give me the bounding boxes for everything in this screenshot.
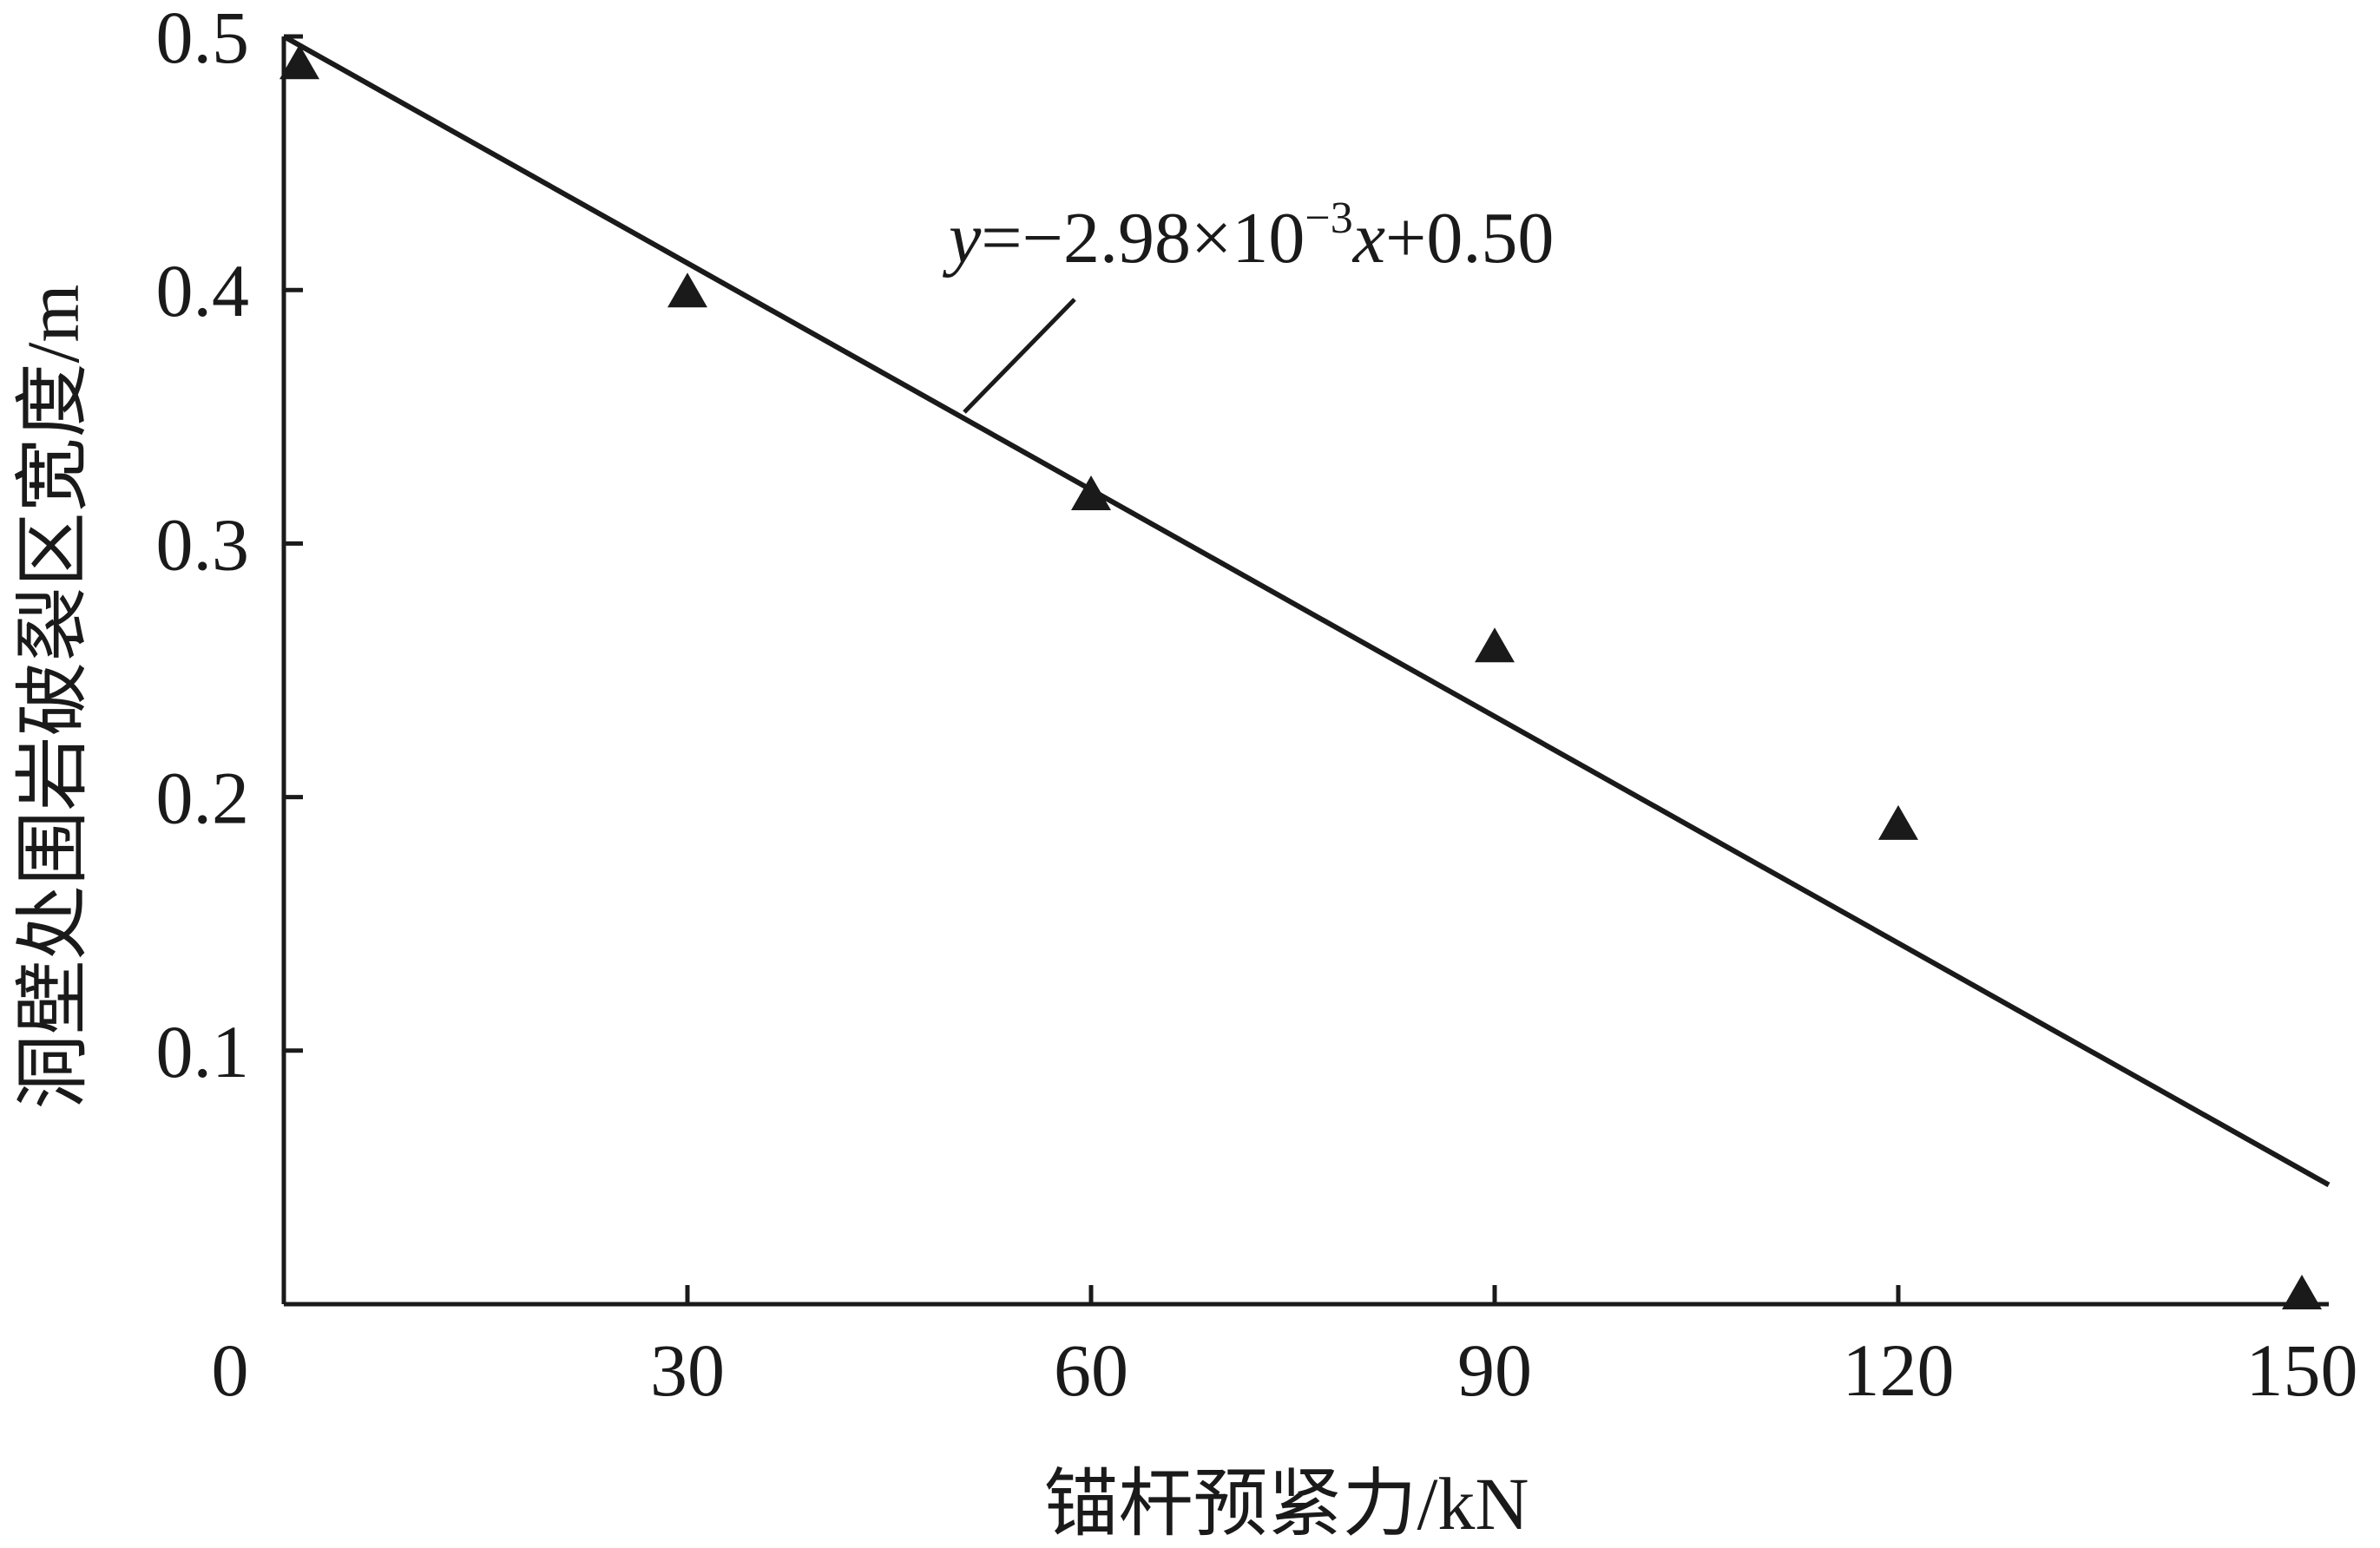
x-tick-label: 0 <box>212 1328 249 1412</box>
axes: 0 30 60 90 120 150 0.1 0.2 0.3 0.4 0.5 <box>156 0 2358 1412</box>
equation-var-x: x <box>1351 198 1385 279</box>
x-tick-label: 90 <box>1457 1328 1532 1412</box>
equation-text: y=−2.98×10−3x+0.50 <box>942 194 1554 279</box>
data-point-marker <box>2282 1275 2322 1309</box>
equation-var-y: y <box>942 198 982 279</box>
data-points <box>279 44 2322 1309</box>
equation-body: =−2.98×10 <box>981 198 1305 279</box>
x-tick-label: 150 <box>2246 1328 2358 1412</box>
data-point-marker <box>1475 627 1515 663</box>
y-tick-label: 0.1 <box>156 1010 250 1093</box>
x-axis-label: 锚杆预紧力/kN <box>1044 1462 1529 1544</box>
x-tick-label: 30 <box>650 1328 725 1412</box>
equation-leader-line <box>963 298 1076 414</box>
data-point-marker <box>667 272 707 308</box>
data-point-marker <box>279 44 319 80</box>
x-tick-label: 120 <box>1843 1328 1955 1412</box>
equation-tail: +0.50 <box>1385 198 1554 279</box>
equation-exponent: −3 <box>1305 194 1352 243</box>
data-point-marker <box>1878 804 1918 840</box>
y-tick-label: 0.5 <box>156 0 250 79</box>
data-point-marker <box>1071 475 1111 510</box>
y-tick-label: 0.4 <box>156 249 250 332</box>
y-axis-label: 洞壁处围岩破裂区宽度/m <box>11 285 95 1110</box>
equation-annotation: y=−2.98×10−3x+0.50 <box>942 194 1554 414</box>
y-tick-label: 0.2 <box>156 757 250 840</box>
y-tick-label: 0.3 <box>156 502 250 586</box>
fit-line <box>282 34 2331 1188</box>
x-tick-label: 60 <box>1054 1328 1128 1412</box>
fit-line-group <box>282 34 2331 1188</box>
